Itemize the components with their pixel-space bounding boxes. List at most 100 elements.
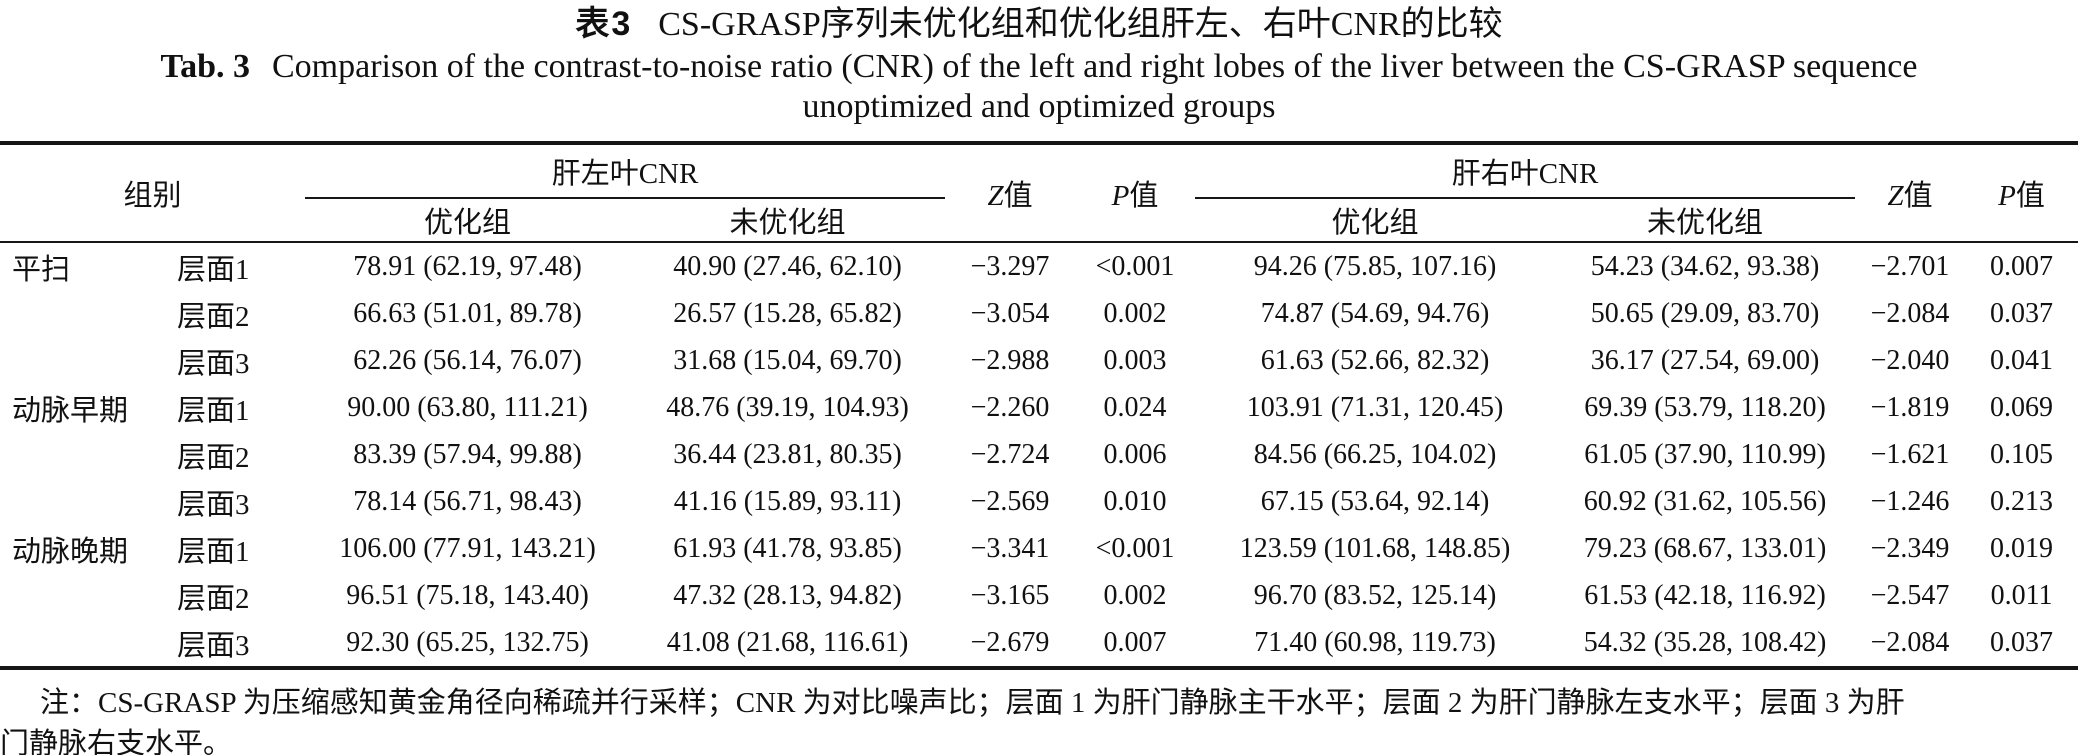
cell-left-unopt: 48.76 (39.19, 104.93)	[666, 391, 909, 423]
cell-right-unopt: 61.53 (42.18, 116.92)	[1584, 579, 1826, 611]
cell-left-unopt: 61.93 (41.78, 93.85)	[673, 532, 902, 564]
cell-left-opt: 90.00 (63.80, 111.21)	[347, 391, 588, 423]
cell-z2: −1.246	[1870, 485, 1950, 517]
cell-left-unopt: 36.44 (23.81, 80.35)	[673, 438, 902, 470]
cell-left-unopt: 31.68 (15.04, 69.70)	[673, 344, 902, 376]
header-row-sub: 优化组 未优化组 优化组 未优化组	[0, 198, 2078, 242]
cell-p2: 0.213	[1990, 485, 2054, 517]
cell-right-unopt: 36.17 (27.54, 69.00)	[1590, 344, 1820, 376]
cell-left-unopt: 40.90 (27.46, 62.10)	[673, 250, 902, 282]
cell-slice: 层面3	[177, 629, 250, 662]
cell-right-opt: 96.70 (83.52, 125.14)	[1253, 579, 1497, 611]
cell-z2: −2.547	[1870, 579, 1950, 611]
cell-left-unopt: 47.32 (28.13, 94.82)	[673, 579, 902, 611]
cell-p1: 0.003	[1103, 344, 1167, 376]
footnote-line1: 注：CS-GRASP 为压缩感知黄金角径向稀疏并行采样；CNR 为对比噪声比；层…	[40, 687, 1905, 719]
cell-z1: −2.724	[970, 438, 1050, 470]
cell-left-opt: 106.00 (77.91, 143.21)	[339, 532, 596, 564]
cell-right-unopt: 54.23 (34.62, 93.38)	[1590, 250, 1820, 282]
cell-group	[0, 337, 165, 384]
cell-right-unopt: 60.92 (31.62, 105.56)	[1583, 485, 1827, 517]
cell-right-opt: 103.91 (71.31, 120.45)	[1246, 391, 1504, 423]
cell-group: 动脉早期	[12, 394, 129, 427]
cell-left-opt: 92.30 (65.25, 132.75)	[346, 626, 589, 658]
cell-slice: 层面1	[177, 253, 250, 286]
cell-right-unopt: 50.65 (29.09, 83.70)	[1590, 297, 1820, 329]
table-title-en-line2: unoptimized and optimized groups	[802, 88, 1276, 125]
cell-group	[0, 290, 165, 337]
cell-group	[0, 478, 165, 525]
table-number-en: Tab. 3	[160, 48, 250, 85]
z-symbol: Z	[1887, 180, 1904, 212]
table-row: 层面2 83.39 (57.94, 99.88) 36.44 (23.81, 80.…	[0, 431, 2078, 478]
cell-z2: −1.819	[1870, 391, 1950, 423]
cell-right-opt: 67.15 (53.64, 92.14)	[1260, 485, 1490, 517]
cell-left-opt: 96.51 (75.18, 143.40)	[346, 579, 589, 611]
header-right-lobe-cnr: 肝右叶CNR	[1195, 143, 1856, 199]
table-title-en-line1: Tab. 3 Comparison of the contrast-to-nois…	[0, 47, 2078, 87]
table-row: 层面3 78.14 (56.71, 98.43) 41.16 (15.89, 93.…	[0, 478, 2078, 525]
cell-right-opt: 94.26 (75.85, 107.16)	[1253, 250, 1497, 282]
cell-group	[0, 431, 165, 478]
table-row: 动脉晚期 层面1 106.00 (77.91, 143.21) 61.93 (41.7…	[0, 525, 2078, 572]
cell-z2: −2.084	[1870, 626, 1950, 658]
header-z-value-left: Z值	[987, 180, 1033, 212]
header-left-unoptimized: 未优化组	[729, 207, 846, 239]
table-footnote: 注：CS-GRASP 为压缩感知黄金角径向稀疏并行采样；CNR 为对比噪声比；层…	[0, 683, 2078, 755]
cell-p1: 0.007	[1103, 626, 1167, 658]
cell-p2: 0.105	[1990, 438, 2054, 470]
cell-p1: 0.010	[1103, 485, 1167, 517]
header-row-top: 组别 肝左叶CNR Z值 P值 肝右叶CNR Z值 P值	[0, 143, 2078, 212]
cell-left-opt: 83.39 (57.94, 99.88)	[353, 438, 582, 470]
cell-right-opt: 74.87 (54.69, 94.76)	[1260, 297, 1490, 329]
cell-z1: −3.165	[970, 579, 1050, 611]
cell-left-opt: 78.91 (62.19, 97.48)	[353, 250, 582, 282]
cell-z1: −3.297	[970, 250, 1050, 282]
cell-slice: 层面1	[177, 535, 250, 568]
cell-group	[0, 572, 165, 619]
cell-p1: 0.024	[1103, 391, 1167, 423]
cell-p1: 0.002	[1103, 297, 1167, 329]
table-header: 组别 肝左叶CNR Z值 P值 肝右叶CNR Z值 P值 优化组 未优化组 优化…	[0, 143, 2078, 242]
cell-slice: 层面1	[177, 394, 250, 427]
table-row: 层面2 66.63 (51.01, 89.78) 26.57 (15.28, 65.…	[0, 290, 2078, 337]
cell-right-opt: 61.63 (52.66, 82.32)	[1260, 344, 1490, 376]
cell-slice: 层面2	[177, 441, 250, 474]
cell-right-opt: 123.59 (101.68, 148.85)	[1239, 532, 1511, 564]
header-right-unoptimized: 未优化组	[1647, 207, 1764, 239]
cell-right-unopt: 61.05 (37.90, 110.99)	[1584, 438, 1826, 470]
cell-p2: 0.019	[1990, 532, 2054, 564]
cell-slice: 层面3	[177, 347, 250, 380]
cell-right-opt: 84.56 (66.25, 104.02)	[1253, 438, 1497, 470]
cell-group	[0, 619, 165, 668]
footnote-line2: 门静脉右支水平。	[0, 728, 233, 755]
header-z-value-right: Z值	[1887, 180, 1933, 212]
table-body: 平扫 层面1 78.91 (62.19, 97.48) 40.90 (27.46, 6…	[0, 242, 2078, 668]
table-row: 动脉早期 层面1 90.00 (63.80, 111.21) 48.76 (39.19…	[0, 384, 2078, 431]
cell-p1: <0.001	[1095, 250, 1175, 282]
cell-p2: 0.041	[1990, 344, 2054, 376]
cell-z2: −1.621	[1870, 438, 1950, 470]
table-row: 层面2 96.51 (75.18, 143.40) 47.32 (28.13, 94…	[0, 572, 2078, 619]
cell-p2: 0.037	[1990, 297, 2054, 329]
header-p-value-left: P值	[1111, 180, 1159, 212]
header-p-value-right: P值	[1998, 180, 2045, 212]
z-symbol: Z	[987, 180, 1004, 212]
header-left-lobe-cnr: 肝左叶CNR	[305, 143, 946, 199]
table-title-zh-text: CS-GRASP序列未优化组和优化组肝左、右叶CNR的比较	[658, 6, 1503, 43]
cell-z2: −2.349	[1870, 532, 1950, 564]
cell-z1: −3.054	[970, 297, 1050, 329]
cell-p2: 0.011	[1990, 579, 2053, 611]
cell-z2: −2.040	[1870, 344, 1950, 376]
cell-z2: −2.084	[1870, 297, 1950, 329]
cell-left-unopt: 41.08 (21.68, 116.61)	[666, 626, 909, 658]
cell-p1: <0.001	[1095, 532, 1175, 564]
cell-left-opt: 78.14 (56.71, 98.43)	[353, 485, 582, 517]
cell-p2: 0.007	[1990, 250, 2054, 282]
header-right-optimized: 优化组	[1331, 207, 1419, 239]
cell-left-unopt: 26.57 (15.28, 65.82)	[673, 297, 902, 329]
cell-p2: 0.037	[1990, 626, 2054, 658]
cell-group: 平扫	[12, 253, 71, 286]
cell-p1: 0.002	[1103, 579, 1167, 611]
